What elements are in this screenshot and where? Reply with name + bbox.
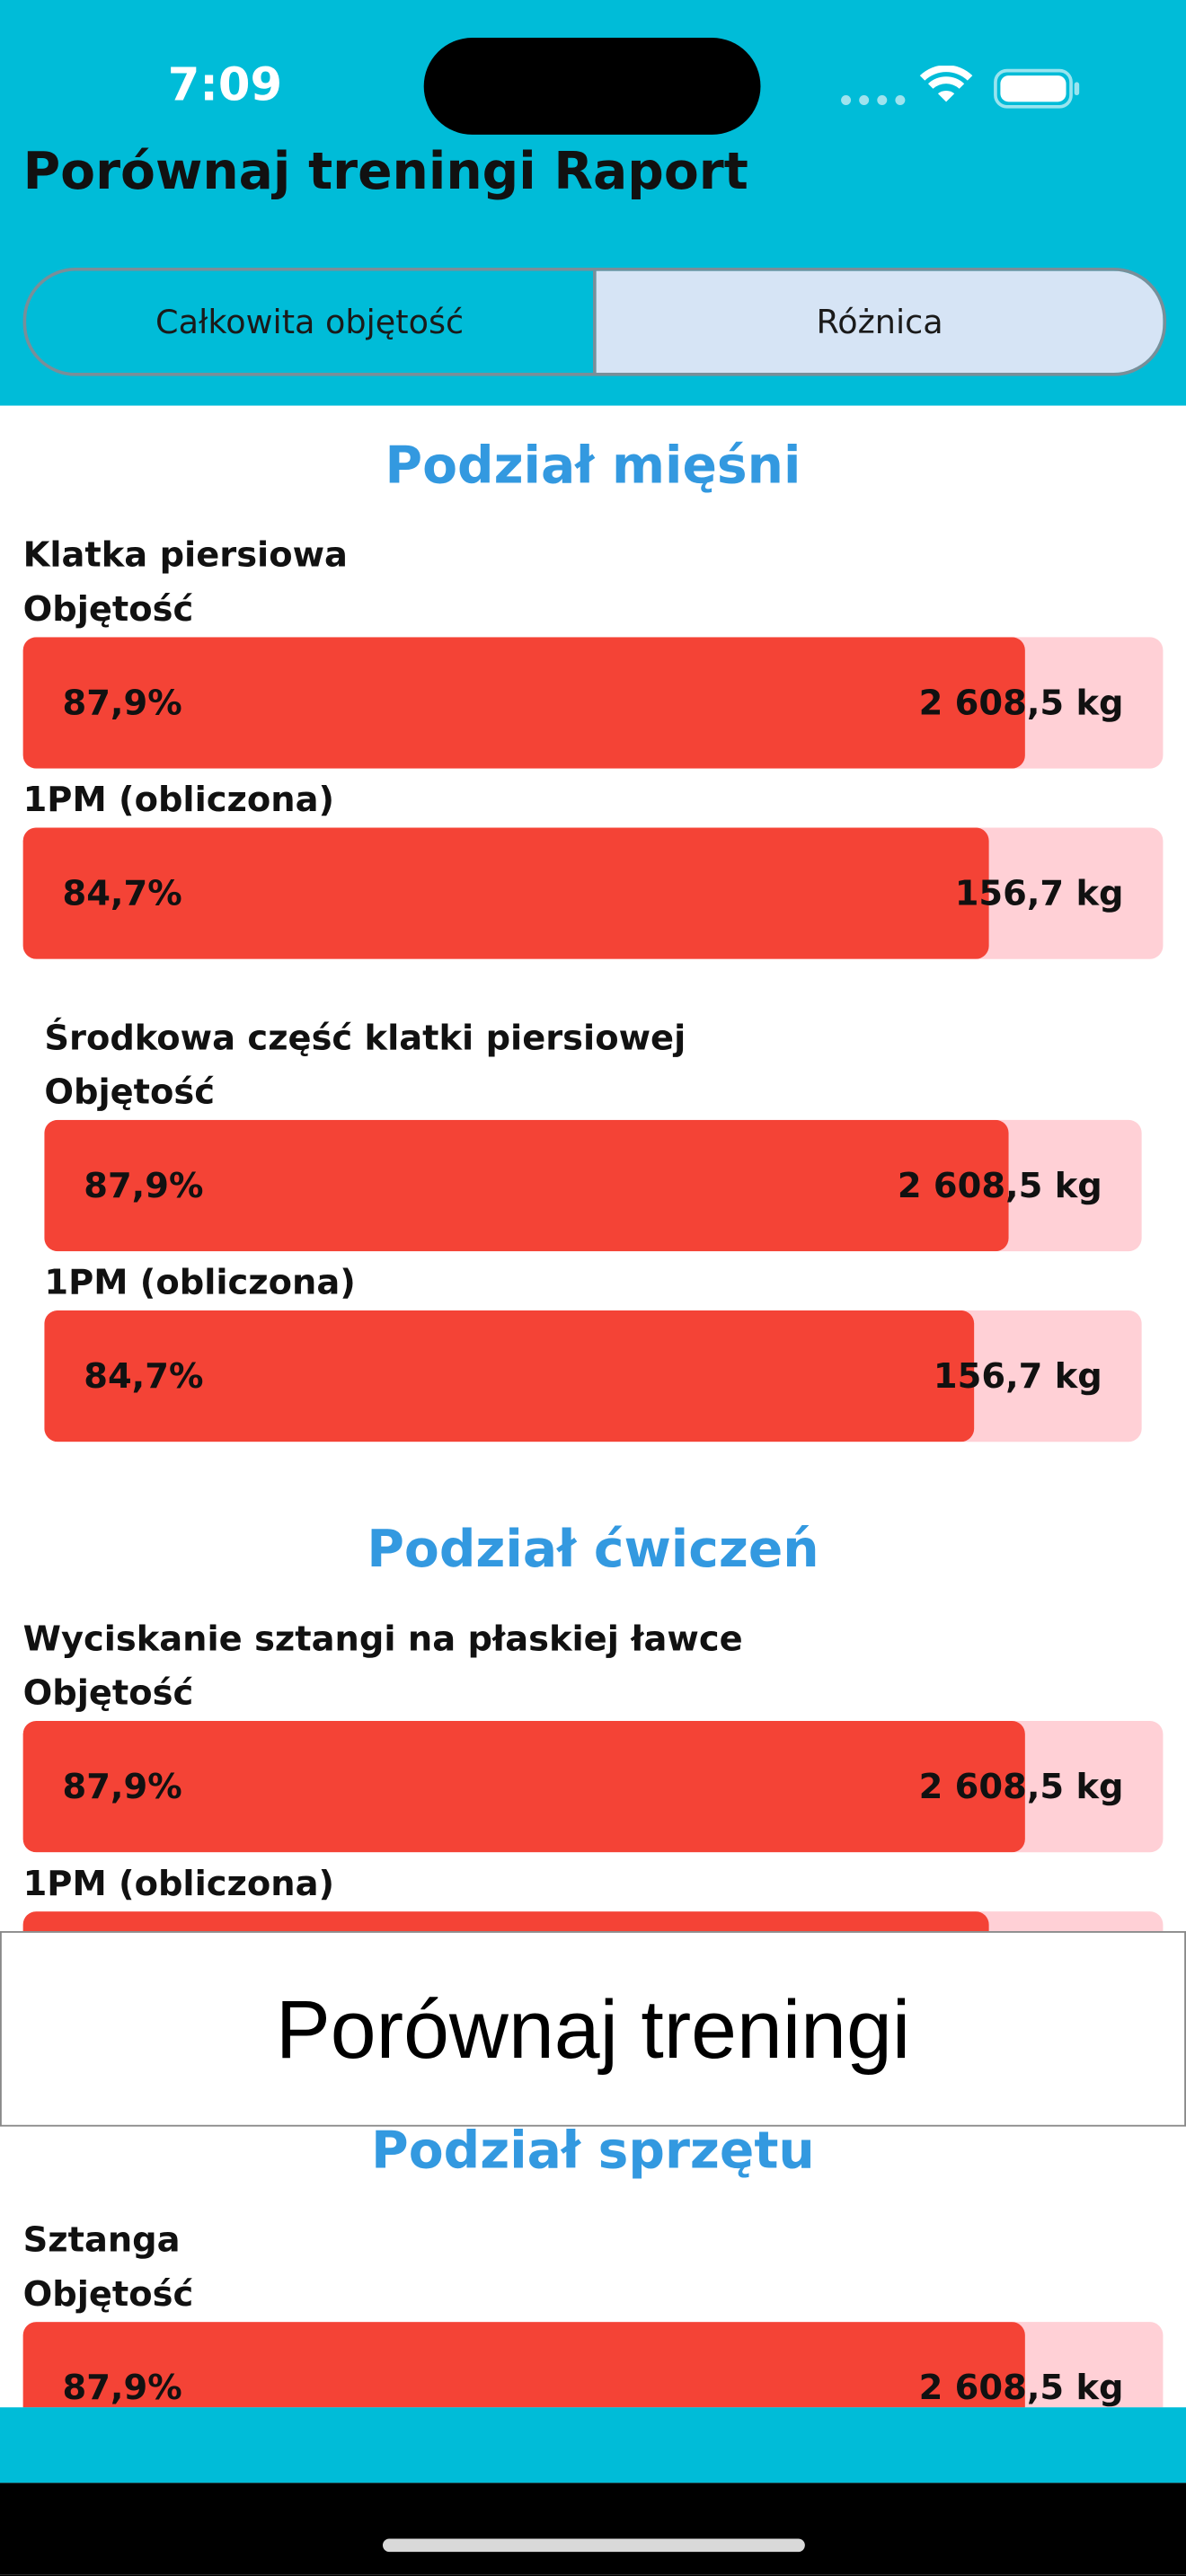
progress-bar: 84,7% 156,7 kg	[22, 827, 1164, 959]
metric-label: Objętość	[22, 2274, 194, 2315]
bar-fill	[22, 1721, 1025, 1853]
item-name: Wyciskanie sztangi na płaskiej ławce	[22, 1619, 743, 1659]
overlay-title: Porównaj treningi	[0, 1931, 1186, 2127]
value-label: 2 608,5 kg	[897, 1166, 1102, 1205]
segmented-control: Całkowita objętość Różnica	[22, 268, 1167, 376]
item-name: Środkowa część klatki piersiowej	[44, 1018, 686, 1058]
value-label: 156,7 kg	[954, 873, 1124, 913]
value-label: 2 608,5 kg	[918, 2368, 1124, 2408]
page-title: Porównaj treningi Raport	[22, 143, 748, 202]
bar-fill	[22, 2322, 1025, 2408]
metric-label: 1PM (obliczona)	[44, 1262, 356, 1302]
progress-bar: 87,9% 2 608,5 kg	[44, 1119, 1142, 1252]
dynamic-island	[423, 38, 761, 135]
metric-label: 1PM (obliczona)	[22, 1864, 335, 1903]
bar-fill	[44, 1310, 974, 1442]
metric-label: Objętość	[22, 1672, 194, 1713]
progress-bar: 84,7% 156,7 kg	[44, 1310, 1142, 1442]
home-indicator	[382, 2538, 805, 2553]
progress-bar: 87,9% 2 608,5 kg	[22, 2322, 1164, 2408]
bottom-bar	[0, 2407, 1186, 2483]
status-time: 7:09	[167, 57, 283, 112]
tab[interactable]: Różnica	[596, 270, 1164, 374]
percent-label: 87,9%	[62, 1767, 182, 1807]
percent-label: 84,7%	[62, 873, 182, 913]
value-label: 2 608,5 kg	[918, 683, 1124, 723]
bar-fill	[22, 637, 1025, 769]
progress-bar: 87,9% 2 608,5 kg	[22, 1721, 1164, 1853]
bar-fill	[22, 827, 989, 959]
item-name: Sztanga	[22, 2219, 181, 2260]
home-area	[0, 2483, 1186, 2575]
value-label: 2 608,5 kg	[918, 1767, 1124, 1807]
percent-label: 84,7%	[84, 1356, 204, 1397]
metric-label: 1PM (obliczona)	[22, 780, 335, 820]
value-label: 156,7 kg	[933, 1356, 1102, 1397]
metric-label: Objętość	[22, 589, 194, 630]
metric-label: Objętość	[44, 1072, 216, 1112]
header: 7:09 Porównaj treningi Raport Całkowita …	[0, 0, 1186, 406]
percent-label: 87,9%	[62, 2368, 182, 2408]
section-title: Podział sprzętu	[371, 2122, 815, 2181]
bar-fill	[44, 1119, 1009, 1252]
status-icons	[841, 66, 1080, 109]
percent-label: 87,9%	[62, 683, 182, 723]
progress-bar: 87,9% 2 608,5 kg	[22, 637, 1164, 769]
tab[interactable]: Całkowita objętość	[26, 270, 597, 374]
item-name: Klatka piersiowa	[22, 535, 348, 575]
section-title: Podział ćwiczeń	[367, 1520, 819, 1580]
section-title: Podział mięśni	[385, 437, 801, 497]
percent-label: 87,9%	[84, 1166, 204, 1205]
